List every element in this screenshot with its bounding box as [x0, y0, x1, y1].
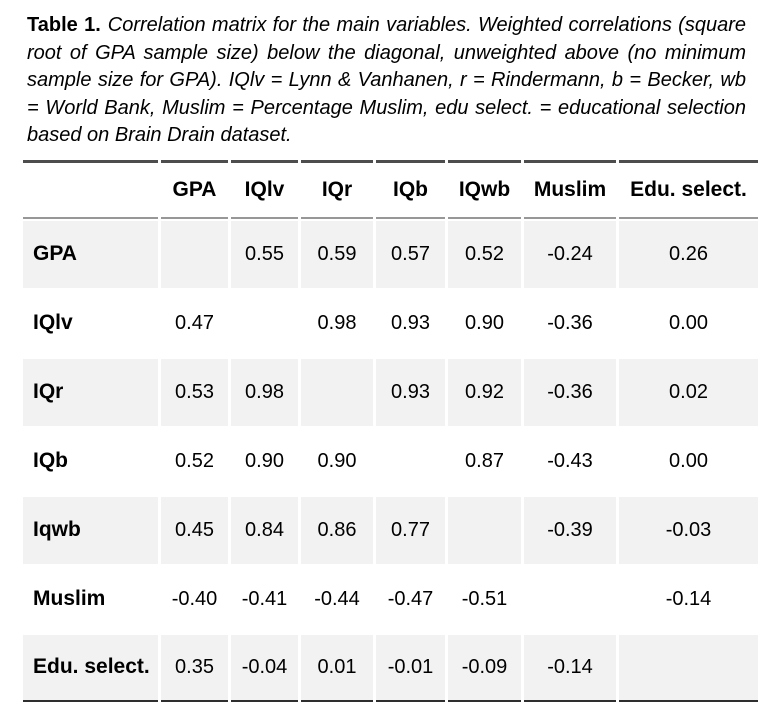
table-row-iqwb: Iqwb 0.45 0.84 0.86 0.77 -0.39 -0.03: [23, 496, 758, 564]
table-row-iqlv: IQlv 0.47 0.98 0.93 0.90 -0.36 0.00: [23, 289, 758, 357]
table-row-iqb: IQb 0.52 0.90 0.90 0.87 -0.43 0.00: [23, 427, 758, 495]
row-label: Edu. select.: [23, 634, 158, 702]
table-cell: -0.24: [524, 220, 616, 288]
table-cell: 0.52: [448, 220, 521, 288]
caption-line: sample size for GPA). IQlv = Lynn & Vanh…: [27, 69, 746, 91]
table-cell: -0.09: [448, 634, 521, 702]
table-cell: -0.39: [524, 496, 616, 564]
table-row-iqr: IQr 0.53 0.98 0.93 0.92 -0.36 0.02: [23, 358, 758, 426]
page: { "caption": { "label": "Table 1.", "lin…: [0, 12, 768, 728]
table-cell: -0.44: [301, 565, 373, 633]
table-cell: -0.40: [161, 565, 228, 633]
column-header-muslim: Muslim: [524, 159, 616, 219]
table-cell: [448, 496, 521, 564]
table-cell: 0.45: [161, 496, 228, 564]
correlation-table: GPA IQlv IQr IQb IQwb Muslim Edu. select…: [20, 158, 761, 704]
table-cell: [161, 220, 228, 288]
row-label: IQr: [23, 358, 158, 426]
column-header-iqwb: IQwb: [448, 159, 521, 219]
table-cell: -0.03: [619, 496, 758, 564]
table-cell: 0.93: [376, 289, 445, 357]
caption-line: = World Bank, Muslim = Percentage Muslim…: [27, 96, 746, 119]
table-cell: 0.00: [619, 289, 758, 357]
table-cell: -0.47: [376, 565, 445, 633]
table-cell: 0.90: [231, 427, 298, 495]
column-header-iqb: IQb: [376, 159, 445, 219]
row-label: IQlv: [23, 289, 158, 357]
table-cell: -0.04: [231, 634, 298, 702]
caption-line: Table 1. Correlation matrix for the main …: [27, 12, 746, 40]
caption-line: root of GPA sample size) below the diago…: [27, 41, 746, 64]
table-cell: 0.98: [301, 289, 373, 357]
table-cell: [301, 358, 373, 426]
table-cell: [231, 289, 298, 357]
caption-text: Correlation matrix for the main variable…: [107, 14, 746, 36]
table-cell: 0.53: [161, 358, 228, 426]
row-label: GPA: [23, 220, 158, 288]
table-cell: [619, 634, 758, 702]
table-cell: -0.36: [524, 358, 616, 426]
table-cell: 0.93: [376, 358, 445, 426]
table-cell: 0.86: [301, 496, 373, 564]
table-cell: 0.00: [619, 427, 758, 495]
row-label: IQb: [23, 427, 158, 495]
row-label: Muslim: [23, 565, 158, 633]
table-cell: -0.14: [619, 565, 758, 633]
table-cell: -0.01: [376, 634, 445, 702]
column-header-iqr: IQr: [301, 159, 373, 219]
table-cell: 0.35: [161, 634, 228, 702]
table-row-muslim: Muslim -0.40 -0.41 -0.44 -0.47 -0.51 -0.…: [23, 565, 758, 633]
table-cell: 0.57: [376, 220, 445, 288]
table-cell: [376, 427, 445, 495]
table-caption: Table 1. Correlation matrix for the main …: [27, 12, 746, 150]
table-cell: 0.87: [448, 427, 521, 495]
table-cell: 0.52: [161, 427, 228, 495]
corner-header: [23, 159, 158, 219]
table-cell: 0.02: [619, 358, 758, 426]
column-header-edu-select: Edu. select.: [619, 159, 758, 219]
table-cell: -0.36: [524, 289, 616, 357]
header-row: GPA IQlv IQr IQb IQwb Muslim Edu. select…: [23, 159, 758, 219]
column-header-gpa: GPA: [161, 159, 228, 219]
table-cell: 0.92: [448, 358, 521, 426]
table-cell: 0.77: [376, 496, 445, 564]
row-label: Iqwb: [23, 496, 158, 564]
table-cell: -0.14: [524, 634, 616, 702]
table-cell: -0.41: [231, 565, 298, 633]
table-row-gpa: GPA 0.55 0.59 0.57 0.52 -0.24 0.26: [23, 220, 758, 288]
table-cell: 0.01: [301, 634, 373, 702]
table-cell: -0.43: [524, 427, 616, 495]
column-header-iqlv: IQlv: [231, 159, 298, 219]
table-cell: 0.55: [231, 220, 298, 288]
table-cell: 0.98: [231, 358, 298, 426]
table-cell: 0.47: [161, 289, 228, 357]
table-cell: 0.26: [619, 220, 758, 288]
caption-line: based on Brain Drain dataset.: [27, 124, 292, 146]
table-cell: 0.84: [231, 496, 298, 564]
table-row-edu-select: Edu. select. 0.35 -0.04 0.01 -0.01 -0.09…: [23, 634, 758, 702]
table-cell: 0.90: [448, 289, 521, 357]
table-cell: 0.90: [301, 427, 373, 495]
table-cell: 0.59: [301, 220, 373, 288]
table-cell: -0.51: [448, 565, 521, 633]
table-cell: [524, 565, 616, 633]
caption-table-label: Table 1.: [27, 14, 101, 36]
